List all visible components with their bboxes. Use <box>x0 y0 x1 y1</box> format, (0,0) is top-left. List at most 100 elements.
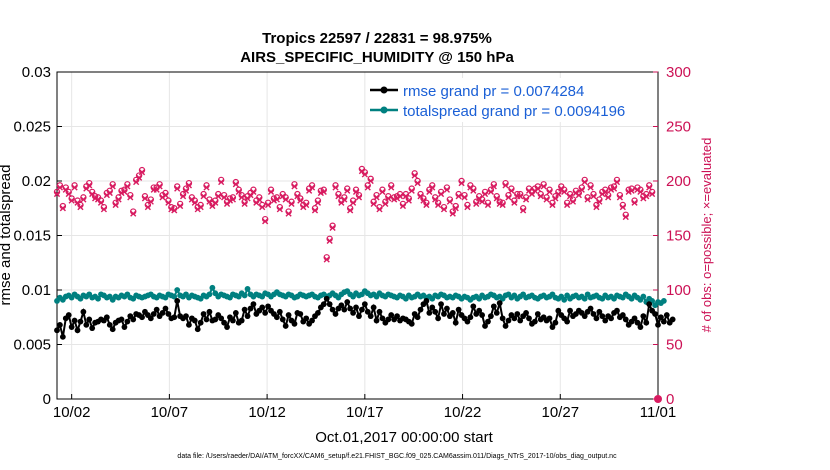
obs-evaluated-marker <box>622 213 629 221</box>
rmse-point <box>221 319 228 326</box>
rmse-point <box>385 316 392 323</box>
rmse-point <box>423 298 430 304</box>
obs-evaluated-marker <box>141 195 149 202</box>
rmse-point <box>103 314 110 321</box>
obs-evaluated-marker <box>411 172 418 179</box>
obs-evaluated-marker <box>616 194 623 201</box>
rmse-point <box>394 313 400 320</box>
x-axis-label: Oct.01,2017 00:00:00 start <box>315 429 493 446</box>
obs-evaluated-marker <box>631 199 638 206</box>
obs-evaluated-marker <box>440 206 448 213</box>
y-tick-label-right: 250 <box>666 119 691 136</box>
data-file-footnote: data file: /Users/raeder/DAI/ATM_forcXX/… <box>177 453 617 460</box>
rmse-point <box>238 317 245 324</box>
rmse-point <box>194 326 201 333</box>
x-tick-label: 10/27 <box>542 404 580 421</box>
y-tick-label-left: 0.015 <box>13 228 51 245</box>
obs-evaluated-marker <box>379 188 386 195</box>
obs-evaluated-marker <box>455 193 462 200</box>
obs-evaluated-marker <box>80 196 87 203</box>
rmse-point <box>652 311 658 317</box>
rmse-point <box>432 308 439 315</box>
obs-evaluated-marker <box>370 200 377 207</box>
obs-evaluated-marker <box>97 199 105 206</box>
obs-evaluated-marker <box>311 207 319 214</box>
rmse-point <box>534 311 541 317</box>
rmse-point <box>449 309 456 316</box>
rmse-point <box>596 308 603 315</box>
y-axis-ticks-left: 0 0.005 0.01 0.015 0.02 0.025 0.03 <box>13 64 62 408</box>
obs-evaluated-marker <box>452 205 459 212</box>
x-tick-label: 10/17 <box>346 404 384 421</box>
obs-evaluated-marker <box>56 184 64 191</box>
rmse-point <box>162 305 169 312</box>
rmse-point <box>150 311 157 317</box>
obs-evaluated-marker <box>179 193 187 200</box>
obs-evaluated-marker <box>135 174 143 181</box>
obs-evaluated-marker <box>552 195 559 202</box>
obs-evaluated-marker <box>162 192 169 199</box>
obs-evaluated-marker <box>540 183 547 190</box>
obs-evaluated-marker <box>426 188 433 195</box>
obs-evaluated-marker <box>200 193 207 200</box>
rmse-point <box>241 306 248 313</box>
obs-evaluated-marker <box>619 204 626 211</box>
legend-box <box>368 78 653 122</box>
obs-evaluated-marker <box>115 196 122 203</box>
rmse-point <box>587 305 594 312</box>
rmse-point <box>230 317 236 324</box>
rmse-point <box>191 317 198 324</box>
obs-evaluated-marker <box>182 187 190 194</box>
rmse-point <box>347 305 354 312</box>
legend-spread-label: totalspread grand pr = 0.0094196 <box>403 103 625 120</box>
obs-evaluated-marker <box>505 194 512 201</box>
rmse-point <box>555 307 562 314</box>
rmse-point <box>408 320 415 327</box>
obs-evaluated-marker <box>590 193 597 200</box>
rmse-point <box>658 314 664 321</box>
obs-evaluated-marker <box>481 190 489 198</box>
obs-evaluated-marker <box>308 184 316 191</box>
rmse-point <box>467 314 474 321</box>
rmse-point <box>496 300 503 306</box>
obs-evaluated-marker <box>332 184 339 191</box>
obs-evaluated-marker <box>566 193 574 200</box>
rmse-point <box>634 319 641 326</box>
obs-evaluated-marker <box>121 188 128 195</box>
obs-evaluated-marker <box>458 180 465 187</box>
obs-evaluated-marker <box>303 201 310 209</box>
rmse-point <box>323 295 330 302</box>
rmse-point <box>297 311 304 317</box>
rmse-point <box>124 318 131 325</box>
obs-evaluated-marker <box>130 210 137 217</box>
rmse-point <box>660 318 667 325</box>
rmse-point <box>89 325 96 332</box>
obs-evaluated-marker <box>62 186 69 193</box>
obs-evaluated-marker <box>197 204 204 211</box>
rmse-point <box>358 306 365 313</box>
obs-evaluated-marker <box>367 177 374 185</box>
rmse-point <box>514 311 521 317</box>
obs-evaluated-marker <box>432 196 439 203</box>
series-totalspread <box>54 284 667 309</box>
rmse-point <box>326 301 333 308</box>
rmse-point <box>282 323 289 329</box>
obs-evaluated-marker <box>388 184 395 191</box>
series-rmse <box>54 295 676 340</box>
obs-evaluated-marker <box>206 198 213 205</box>
y-tick-label-right: 150 <box>666 228 691 245</box>
obs-evaluated-marker <box>65 190 72 198</box>
obs-evaluated-marker <box>235 188 242 195</box>
y-tick-label-right: 300 <box>666 64 691 81</box>
rmse-point <box>291 320 298 327</box>
rmse-point <box>614 307 620 314</box>
rmse-point <box>470 303 477 310</box>
rmse-point <box>200 311 207 317</box>
obs-evaluated-marker <box>637 188 644 195</box>
obs-evaluated-marker <box>106 189 113 197</box>
obs-evaluated-marker <box>587 184 594 191</box>
rmse-point <box>65 312 72 318</box>
y-tick-label-right: 100 <box>666 282 691 299</box>
rmse-point <box>452 319 459 326</box>
obs-evaluated-marker <box>352 188 360 195</box>
